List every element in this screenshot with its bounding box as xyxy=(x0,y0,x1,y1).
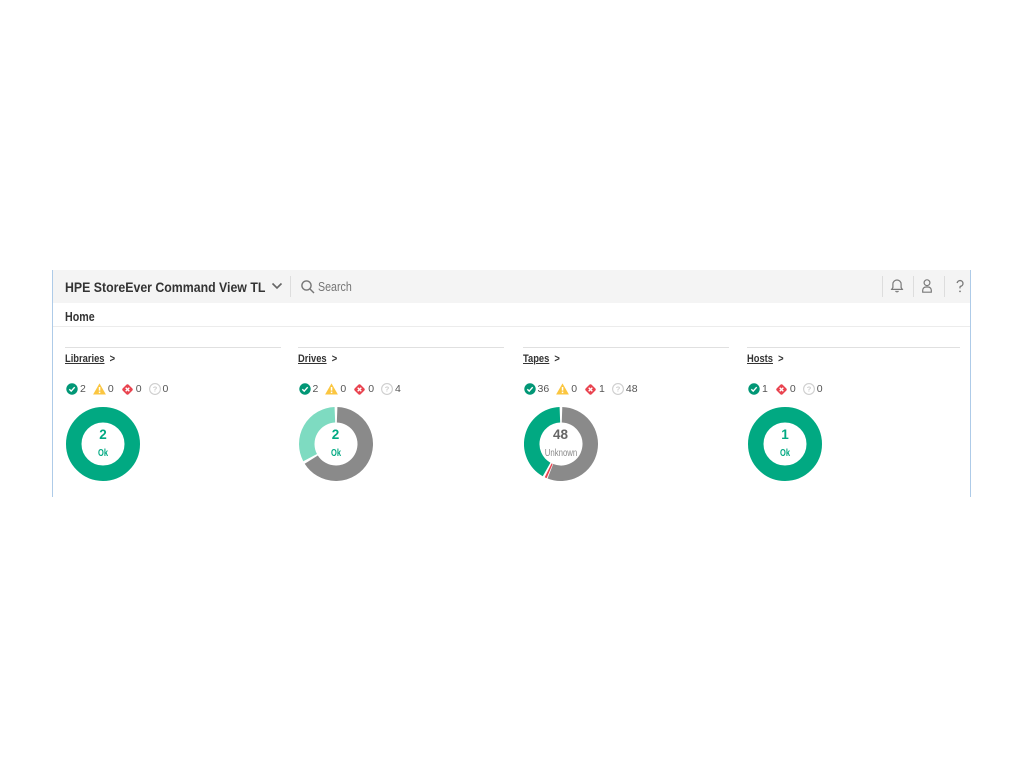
svg-text:?: ? xyxy=(152,385,157,394)
svg-text:?: ? xyxy=(385,385,390,394)
svg-text:?: ? xyxy=(806,385,811,394)
svg-text:?: ? xyxy=(616,385,621,394)
